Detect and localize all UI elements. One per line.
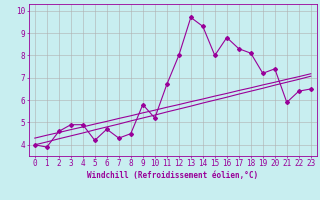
X-axis label: Windchill (Refroidissement éolien,°C): Windchill (Refroidissement éolien,°C) [87,171,258,180]
